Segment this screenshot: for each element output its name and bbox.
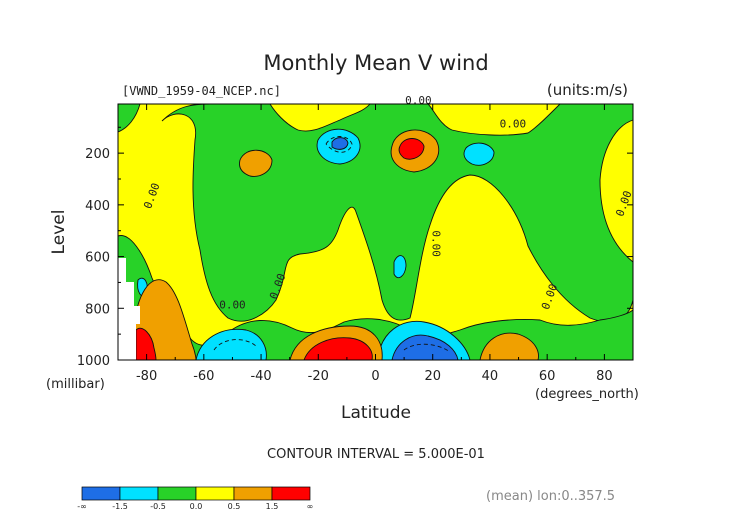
colorbar-label: 0.0 <box>190 502 203 511</box>
colorbar-label: -1.5 <box>112 502 128 511</box>
colorbar-label: 0.5 <box>228 502 241 511</box>
contour-label: 0.00 <box>500 117 527 130</box>
x-tick-label: -80 <box>136 369 157 384</box>
chart-title: Monthly Mean V wind <box>263 51 488 75</box>
colorbar-label: -∞ <box>77 502 87 511</box>
colorbar-label: ∞ <box>307 502 314 511</box>
x-tick-label: 20 <box>424 369 441 384</box>
contour-region-strong-negative <box>195 328 267 361</box>
colorbar-segment <box>195 486 235 501</box>
y-tick-label: 600 <box>85 251 110 266</box>
y-tick-label: 400 <box>85 199 110 214</box>
colorbar-segment <box>119 486 159 501</box>
plot-area: 0.000.000.00 0.000.000.000.00 0.00 <box>117 94 635 361</box>
contour-label: 0.00 <box>405 94 432 107</box>
x-axis-units: (degrees_north) <box>535 387 639 402</box>
contour-label: 0.00 <box>219 298 246 311</box>
colorbar-segment <box>157 486 197 501</box>
contour-region-strong-negative <box>393 255 407 279</box>
colorbar-segment <box>233 486 273 501</box>
x-tick-label: 0 <box>371 369 379 384</box>
x-tick-label: -40 <box>250 369 271 384</box>
contour-region-strong-positive <box>479 332 539 361</box>
contour-region-strong-positive <box>239 149 273 177</box>
negative-contour-line <box>213 339 257 351</box>
x-tick-label: 60 <box>539 369 556 384</box>
colorbar-label: 1.5 <box>266 502 279 511</box>
y-axis-label: Level <box>49 210 69 255</box>
x-tick-label: 80 <box>596 369 613 384</box>
missing-data-region <box>118 258 140 360</box>
contour-region-max <box>398 138 425 160</box>
x-tick-label: -60 <box>193 369 214 384</box>
contour-region-strong-negative <box>463 142 495 166</box>
contour-region-min <box>391 334 459 361</box>
y-tick-label: 1000 <box>77 354 110 369</box>
contour-label: 0.00 <box>430 230 443 256</box>
colorbar-segment <box>81 486 121 501</box>
negative-contour-line <box>325 136 353 153</box>
x-axis-label: Latitude <box>341 403 411 423</box>
colorbar-segment <box>271 486 311 501</box>
contour-interval-text: CONTOUR INTERVAL = 5.000E-01 <box>267 447 485 462</box>
units-label: (units:m/s) <box>547 81 628 99</box>
contour-field <box>117 103 634 361</box>
x-tick-label: -20 <box>308 369 329 384</box>
y-tick-label: 200 <box>85 147 110 162</box>
source-file-label: [VWND_1959-04_NCEP.nc] <box>122 84 281 98</box>
colorbar-label: -0.5 <box>150 502 166 511</box>
negative-contour-line <box>403 343 451 353</box>
colorbar: -∞ -1.5 -0.5 0.0 0.5 1.5 ∞ <box>77 486 314 511</box>
x-tick-label: 40 <box>482 369 499 384</box>
footer-note: (mean) lon:0..357.5 <box>486 489 615 504</box>
contour-region-max <box>303 337 373 361</box>
y-axis-units: (millibar) <box>46 377 105 392</box>
y-axis: 200 400 600 800 1000 <box>77 126 633 369</box>
x-axis: -80 -60 -40 -20 0 20 40 60 80 <box>117 104 634 384</box>
y-tick-label: 800 <box>85 302 110 317</box>
contour-region-min <box>331 137 349 150</box>
